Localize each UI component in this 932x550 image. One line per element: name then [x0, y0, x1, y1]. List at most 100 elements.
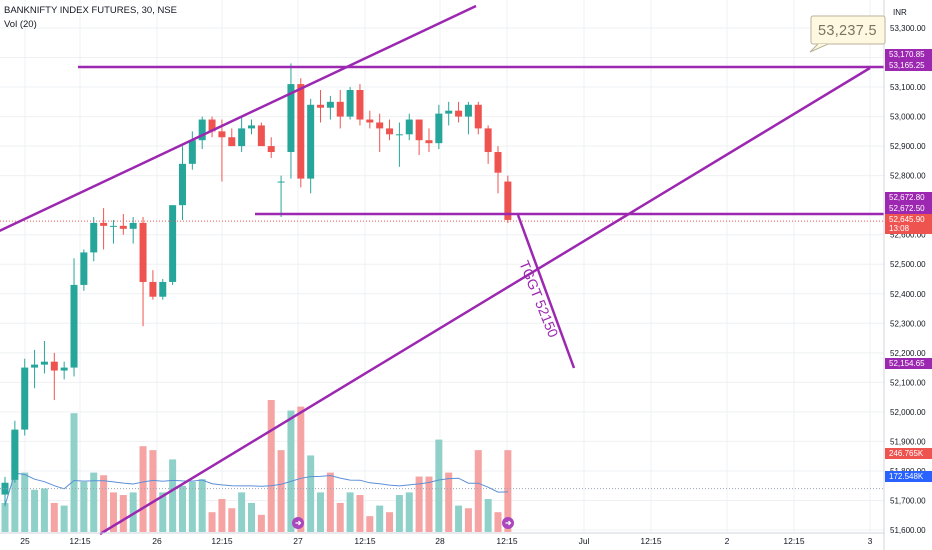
event-marker-icon[interactable] [502, 517, 514, 529]
candle-body [198, 119, 206, 141]
price-callout-pointer [809, 43, 829, 53]
candle[interactable] [346, 87, 354, 120]
candle[interactable] [425, 128, 433, 153]
volume-bar [395, 495, 403, 532]
price-tick-label: 52,500.00 [890, 260, 926, 269]
candle[interactable] [395, 122, 403, 167]
candle[interactable] [504, 175, 512, 223]
candle[interactable] [60, 361, 68, 380]
price-axis-tag [885, 471, 932, 482]
candle[interactable] [159, 279, 167, 300]
candle[interactable] [188, 131, 196, 170]
price-callout[interactable]: 53,237.5 [809, 15, 886, 53]
target-projection-line[interactable] [516, 214, 576, 369]
channel-upper-trendline[interactable] [0, 4, 477, 233]
candle[interactable] [356, 84, 364, 126]
candle-body [386, 128, 394, 135]
candle[interactable] [90, 216, 98, 262]
candle[interactable] [336, 90, 344, 129]
candle[interactable] [11, 420, 19, 483]
candle-body [248, 125, 255, 129]
candle[interactable] [464, 101, 472, 135]
candle[interactable] [109, 219, 117, 244]
candle-body [464, 104, 472, 117]
price-axis-tag-text: 52,154.65 [889, 359, 925, 368]
candle[interactable] [119, 214, 127, 235]
price-tick-label: 51,600.00 [890, 526, 926, 535]
candle[interactable] [317, 90, 325, 123]
candle[interactable] [435, 104, 443, 150]
candle[interactable] [248, 119, 255, 135]
volume-bar [376, 505, 384, 532]
volume-bar [70, 413, 78, 532]
volume-bar [50, 502, 58, 532]
candle[interactable] [494, 146, 502, 194]
volume-bar [139, 446, 147, 532]
candle[interactable] [484, 125, 492, 164]
candle-body [356, 90, 364, 120]
candle[interactable] [238, 116, 246, 153]
candle[interactable] [178, 146, 186, 220]
candle[interactable] [100, 208, 108, 250]
symbol-title[interactable]: BANKNIFTY INDEX FUTURES, 30, NSE [4, 5, 177, 16]
candle[interactable] [70, 258, 78, 377]
candle[interactable] [208, 116, 216, 138]
candle[interactable] [31, 349, 39, 389]
volume-bar [169, 459, 177, 532]
volume-indicator-label[interactable]: Vol (20) [4, 19, 37, 30]
candle[interactable] [386, 119, 394, 141]
time-tick-label: 12:15 [640, 536, 662, 546]
candle[interactable] [277, 175, 285, 217]
volume-bar [317, 492, 325, 532]
volume-bar [208, 512, 216, 532]
time-tick-label: 25 [20, 536, 30, 546]
candle[interactable] [307, 98, 315, 194]
candle[interactable] [267, 137, 275, 158]
volume-bar [366, 516, 374, 532]
candle-body [218, 131, 226, 138]
candle[interactable] [326, 95, 334, 120]
candle[interactable] [228, 128, 236, 147]
candle[interactable] [376, 113, 384, 153]
candle[interactable] [415, 119, 423, 155]
candle[interactable] [80, 249, 88, 291]
currency-label[interactable]: INR [893, 8, 907, 17]
candle[interactable] [1, 476, 9, 507]
candle[interactable] [169, 205, 177, 285]
candle[interactable] [50, 352, 58, 401]
candle[interactable] [297, 78, 305, 188]
volume-bar [297, 406, 305, 532]
candle[interactable] [129, 216, 137, 244]
candle[interactable] [149, 270, 157, 300]
time-tick-label: 12:15 [783, 536, 805, 546]
volume-bar [267, 400, 275, 532]
candle[interactable] [287, 63, 295, 179]
candle[interactable] [405, 113, 413, 141]
volume-bar [494, 512, 502, 532]
candle[interactable] [198, 116, 206, 150]
volume-bar [31, 489, 39, 532]
candle[interactable] [445, 101, 453, 126]
volume-bar [287, 410, 295, 532]
candle-body [129, 222, 137, 229]
candle[interactable] [21, 358, 29, 436]
candle[interactable] [366, 110, 374, 129]
candle[interactable] [218, 119, 226, 182]
candle[interactable] [40, 341, 48, 374]
candle-body [257, 125, 265, 147]
candle[interactable] [139, 216, 147, 327]
volume-bar [336, 502, 344, 532]
candle-body [208, 119, 216, 132]
volume-bar [21, 472, 29, 532]
candle[interactable] [455, 101, 463, 123]
price-axis-tag-text: 52,672.80 [889, 193, 925, 202]
price-tick-label: 53,000.00 [890, 113, 926, 122]
candle-body [80, 252, 88, 285]
event-marker-icon[interactable] [292, 517, 304, 529]
candle[interactable] [257, 122, 265, 147]
candle-body [60, 367, 68, 371]
channel-lower-trendline[interactable] [99, 66, 871, 536]
candle[interactable] [474, 101, 482, 135]
candle-body [326, 101, 334, 108]
